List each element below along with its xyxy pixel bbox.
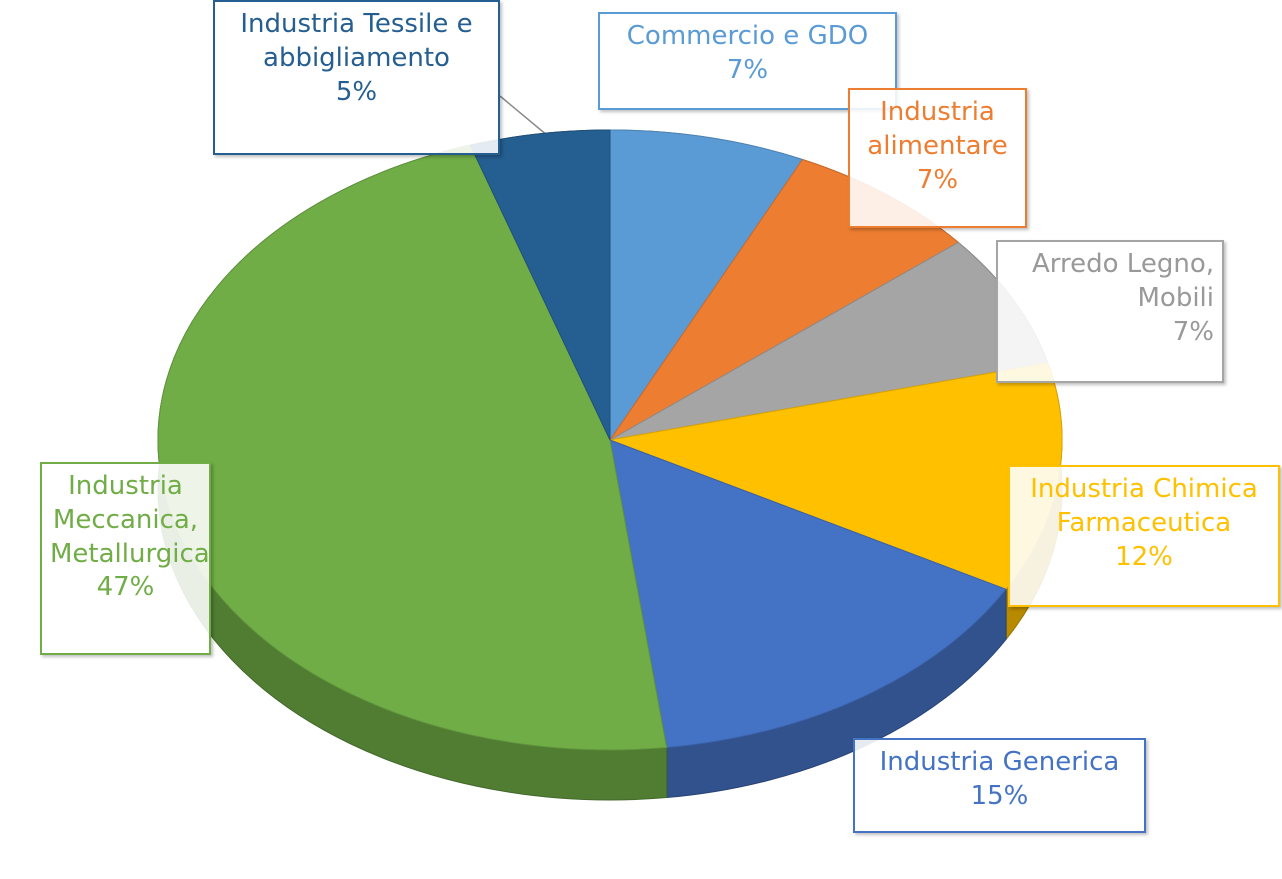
pie-slice <box>609 129 804 442</box>
data-label: Industria Meccanica, Metallurgica 47% <box>40 462 211 655</box>
category-label: Industria alimentare <box>867 97 1008 161</box>
leader-line <box>499 95 549 137</box>
value-label: 7% <box>726 54 769 85</box>
data-label: Industria alimentare 7% <box>848 88 1027 228</box>
value-label: 7% <box>1172 316 1214 347</box>
value-label: 47% <box>96 572 155 603</box>
pie-tops <box>157 129 1063 751</box>
category-label: Industria Generica <box>879 747 1120 777</box>
value-label: 12% <box>1115 541 1173 572</box>
pie-slice <box>609 439 1007 749</box>
value-label: 7% <box>916 164 959 195</box>
data-label: Arredo Legno, Mobili 7% <box>996 240 1224 383</box>
category-label: Industria Meccanica, Metallurgica <box>50 471 210 569</box>
data-label: Industria Generica 15% <box>853 738 1146 833</box>
value-label: 5% <box>335 76 378 107</box>
category-label: Commercio e GDO <box>626 21 869 51</box>
data-label: Commercio e GDO 7% <box>598 12 897 110</box>
category-label: Industria Tessile e abbigliamento <box>240 9 473 73</box>
value-label: 15% <box>970 780 1029 811</box>
category-label: Industria Chimica Farmaceutica <box>1030 474 1258 538</box>
data-label: Industria Tessile e abbigliamento 5% <box>213 0 500 155</box>
data-label: Industria Chimica Farmaceutica 12% <box>1008 465 1280 607</box>
category-label: Arredo Legno, Mobili <box>1032 249 1214 313</box>
